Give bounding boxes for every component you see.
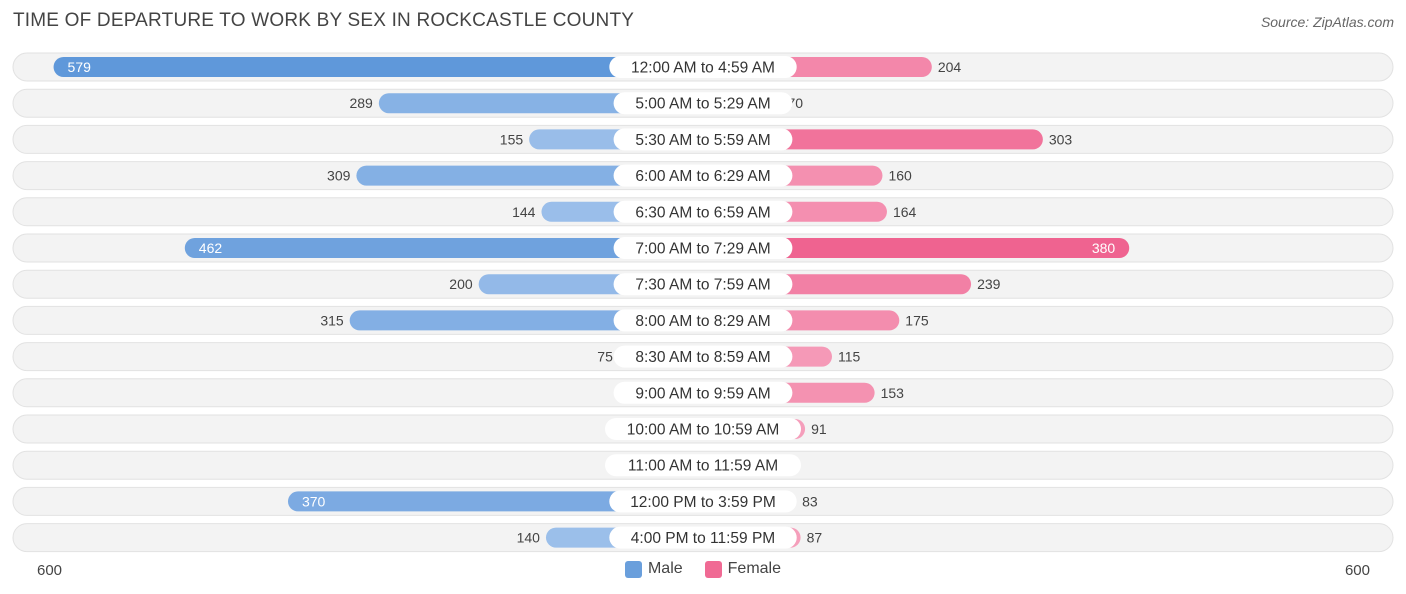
category-label: 6:30 AM to 6:59 AM	[635, 204, 770, 221]
legend-label-female: Female	[727, 560, 782, 577]
category-pill	[605, 418, 801, 440]
value-label-female: 83	[802, 493, 818, 509]
value-label-female: 164	[893, 204, 917, 220]
category-label: 5:30 AM to 5:59 AM	[635, 132, 770, 149]
legend: Male Female	[0, 560, 1406, 578]
value-label-male: 579	[68, 59, 92, 75]
legend-item-male[interactable]: Male	[624, 560, 683, 578]
category-label: 8:30 AM to 8:59 AM	[635, 349, 770, 366]
category-pill	[609, 56, 797, 78]
value-label-male: 370	[302, 493, 326, 509]
axis-right-label: 600	[1344, 562, 1370, 579]
value-label-male: 462	[199, 240, 223, 256]
category-label: 12:00 PM to 3:59 PM	[630, 494, 776, 511]
bar-male	[349, 310, 703, 331]
category-pill	[613, 164, 793, 187]
legend-swatch-male	[624, 560, 642, 578]
value-label-male: 155	[500, 131, 524, 147]
value-label-female: 87	[807, 530, 823, 546]
category-pill	[613, 200, 793, 223]
category-pill	[605, 454, 801, 477]
bar-female	[703, 238, 1130, 258]
category-label: 9:00 AM to 9:59 AM	[635, 385, 770, 402]
category-label: 7:30 AM to 7:59 AM	[635, 277, 770, 294]
value-label-female: 115	[838, 349, 861, 365]
category-label: 12:00 AM to 4:59 AM	[631, 60, 775, 77]
category-label: 6:00 AM to 6:29 AM	[635, 168, 770, 185]
chart-source: Source: ZipAtlas.com	[1260, 14, 1394, 30]
bar-male	[184, 238, 704, 258]
category-label: 8:00 AM to 8:29 AM	[635, 313, 770, 330]
category-label: 10:00 AM to 10:59 AM	[627, 422, 780, 439]
chart-title: TIME OF DEPARTURE TO WORK BY SEX IN ROCK…	[13, 10, 635, 31]
value-label-female: 239	[977, 276, 1001, 292]
category-pill	[613, 92, 793, 115]
value-label-male: 144	[512, 204, 536, 220]
category-pill	[613, 273, 793, 296]
value-label-female: 204	[938, 59, 962, 75]
value-label-female: 303	[1049, 131, 1073, 147]
value-label-male: 309	[327, 168, 351, 184]
category-label: 7:00 AM to 7:29 AM	[635, 241, 770, 258]
category-pill	[613, 345, 793, 368]
value-label-female: 380	[1092, 240, 1116, 256]
category-pill	[613, 128, 793, 151]
category-label: 4:00 PM to 11:59 PM	[631, 530, 775, 547]
category-pill	[613, 381, 793, 404]
category-pill	[609, 526, 797, 549]
value-label-male: 140	[517, 530, 541, 546]
legend-label-male: Male	[647, 560, 683, 577]
value-label-female: 175	[905, 312, 929, 328]
category-pill	[609, 490, 797, 513]
value-label-female: 91	[811, 421, 827, 437]
category-label: 11:00 AM to 11:59 AM	[628, 458, 778, 475]
legend-swatch-female	[704, 560, 722, 578]
value-label-male: 200	[449, 276, 473, 292]
legend-item-female[interactable]: Female	[704, 560, 782, 578]
value-label-female: 153	[881, 385, 905, 401]
value-label-male: 289	[349, 95, 373, 111]
category-pill	[613, 237, 793, 259]
value-label-female: 160	[888, 168, 912, 184]
bar-male	[287, 491, 703, 512]
value-label-male: 315	[320, 312, 344, 328]
axis-left-label: 600	[37, 562, 63, 579]
category-label: 5:00 AM to 5:29 AM	[635, 96, 770, 113]
category-pill	[613, 309, 793, 332]
value-label-male: 75	[597, 349, 613, 365]
bar-male	[53, 57, 704, 77]
